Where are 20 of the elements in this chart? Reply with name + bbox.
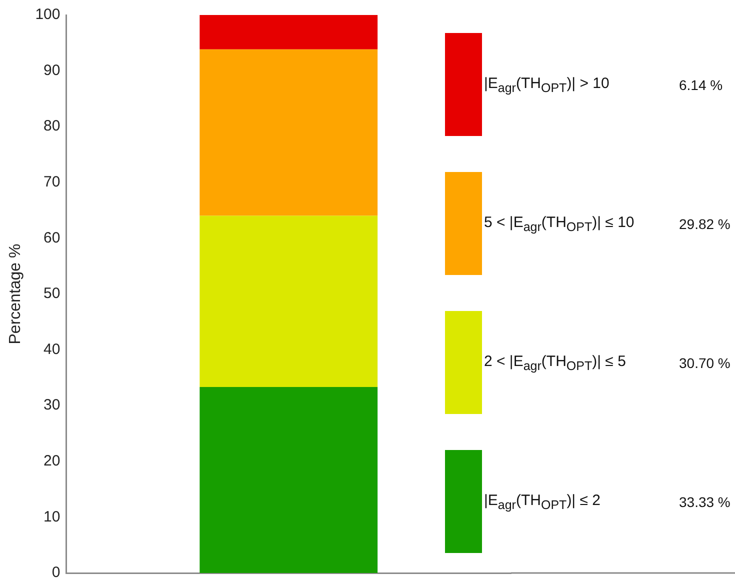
- y-tick-label: 20: [44, 452, 60, 470]
- y-tick-label: 60: [44, 229, 60, 246]
- y-tick-label: 80: [44, 118, 60, 135]
- text: 33.33 %: [679, 494, 730, 510]
- y-tick-label: 70: [44, 174, 60, 191]
- y-tick-label: 0: [52, 564, 60, 582]
- text: 5 < |E$_{agr}$(TH$_{OPT}$)| ≤ 10: [484, 214, 634, 234]
- text: |E$_{agr}$(TH$_{OPT}$)| ≤ 2: [484, 492, 600, 512]
- y-tick-label: 50: [44, 285, 60, 302]
- y-tick-label: 40: [44, 340, 60, 358]
- text: 29.82 %: [679, 216, 730, 232]
- y-tick-label: 90: [44, 62, 60, 79]
- y-tick-label: 100: [35, 6, 60, 24]
- text: 30.70 %: [679, 355, 730, 371]
- y-tick-label: 30: [44, 396, 60, 414]
- y-axis-title: Percentage %: [7, 244, 24, 344]
- text: |E$_{agr}$(TH$_{OPT}$)| > 10: [484, 75, 610, 95]
- text: 6.14 %: [679, 77, 723, 93]
- y-tick-label: 10: [44, 508, 60, 526]
- text: 2 < |E$_{agr}$(TH$_{OPT}$)| ≤ 5: [484, 353, 626, 373]
